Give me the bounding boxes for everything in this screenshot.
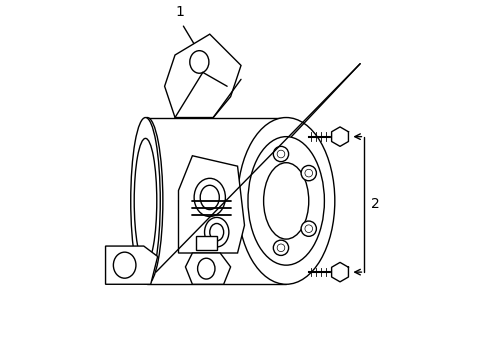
Polygon shape bbox=[331, 262, 348, 282]
Ellipse shape bbox=[301, 221, 316, 236]
Polygon shape bbox=[185, 253, 230, 284]
Polygon shape bbox=[178, 156, 244, 253]
Text: 2: 2 bbox=[370, 197, 379, 211]
Ellipse shape bbox=[194, 178, 225, 216]
Ellipse shape bbox=[130, 117, 160, 284]
Text: 1: 1 bbox=[176, 5, 184, 18]
Ellipse shape bbox=[273, 147, 288, 162]
Polygon shape bbox=[164, 34, 241, 117]
Ellipse shape bbox=[189, 51, 208, 73]
Polygon shape bbox=[196, 236, 216, 249]
Polygon shape bbox=[105, 246, 157, 284]
Ellipse shape bbox=[204, 217, 228, 247]
Ellipse shape bbox=[301, 166, 316, 181]
Ellipse shape bbox=[273, 240, 288, 256]
Ellipse shape bbox=[237, 117, 334, 284]
Ellipse shape bbox=[131, 117, 163, 284]
Polygon shape bbox=[331, 127, 348, 147]
